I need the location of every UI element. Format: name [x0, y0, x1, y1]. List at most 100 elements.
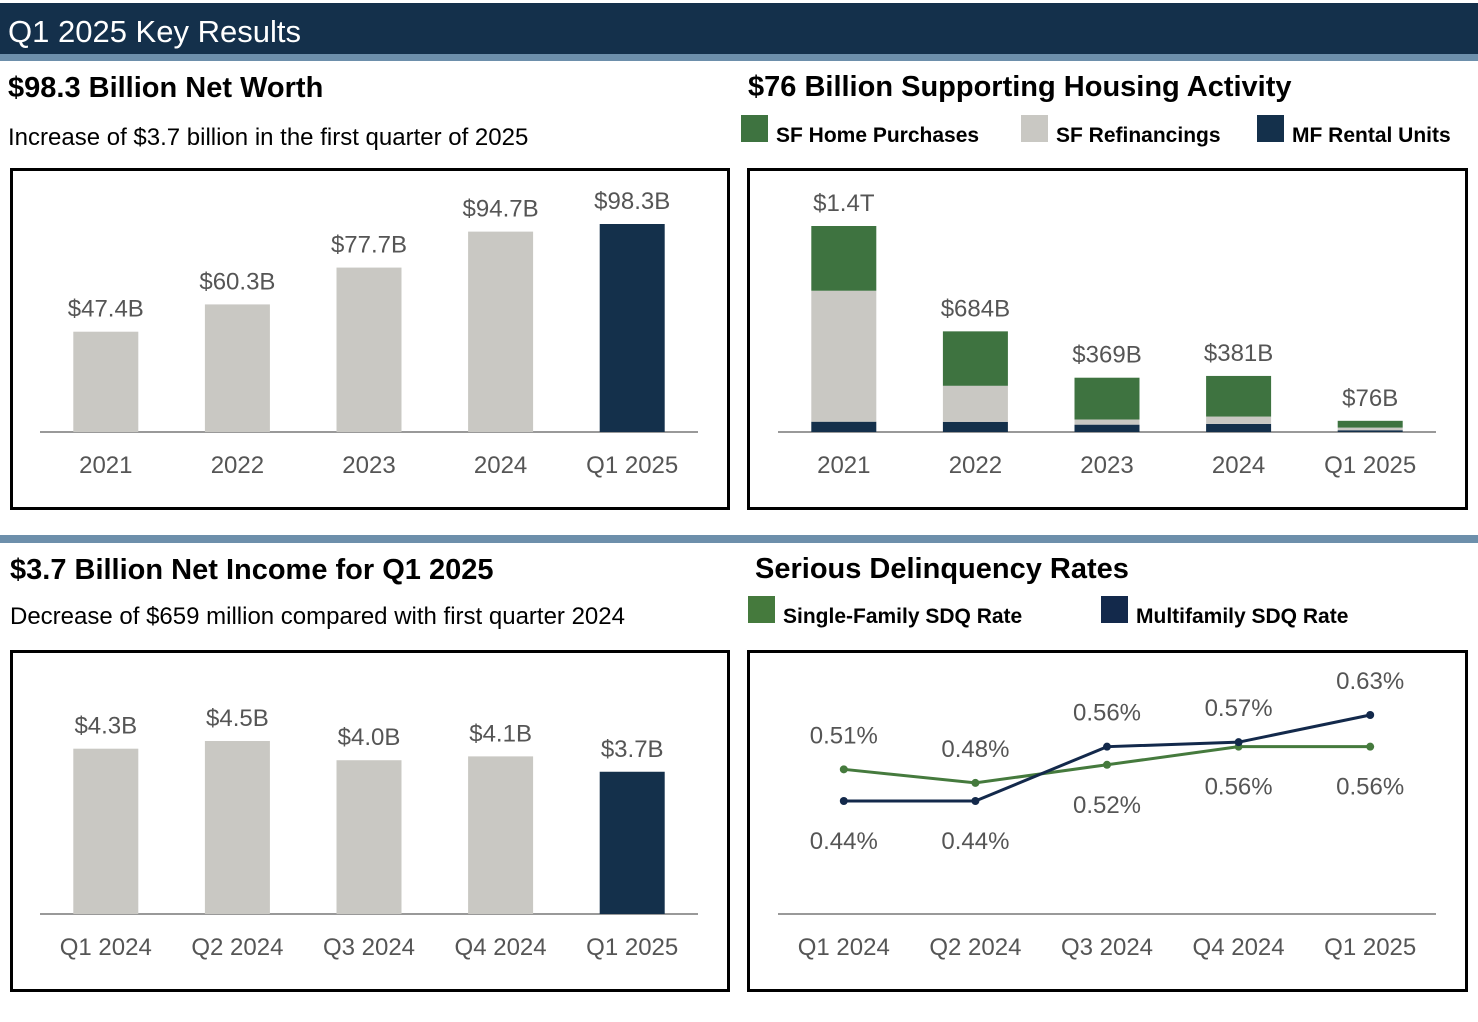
value-label: 0.51% — [810, 722, 878, 749]
value-label: $4.5B — [206, 705, 269, 732]
bar-segment — [811, 290, 877, 422]
value-label: $4.0B — [338, 724, 401, 751]
value-label: 0.44% — [941, 828, 1009, 855]
x-tick-label: Q1 2025 — [586, 934, 678, 961]
legend-swatch — [741, 115, 768, 142]
bar-segment — [1074, 419, 1140, 425]
panel-frame — [747, 650, 1468, 992]
x-tick-label: Q1 2025 — [586, 452, 678, 479]
x-tick-label: 2021 — [817, 452, 870, 479]
legend-swatch — [1101, 596, 1128, 623]
point — [1366, 711, 1375, 719]
point — [1103, 742, 1111, 751]
x-tick-label: 2023 — [1080, 452, 1133, 479]
panel-frame — [10, 168, 730, 510]
total-label: $1.4T — [813, 190, 875, 217]
point — [971, 797, 980, 805]
x-tick-label: 2022 — [211, 452, 264, 479]
legend-label: SF Home Purchases — [776, 124, 979, 147]
chart-subtitle: Decrease of $659 million compared with f… — [10, 603, 625, 630]
value-label: $77.7B — [331, 232, 407, 259]
bar-segment — [942, 421, 1008, 432]
bar — [336, 267, 402, 432]
legend-label: Single-Family SDQ Rate — [783, 605, 1022, 628]
point — [971, 778, 980, 787]
x-tick-label: Q1 2025 — [1324, 452, 1416, 479]
point — [1234, 738, 1243, 747]
bar — [204, 741, 270, 914]
bar-segment — [1206, 375, 1272, 417]
x-tick-label: 2024 — [1212, 452, 1265, 479]
bar — [599, 771, 665, 914]
bar-segment — [1337, 420, 1403, 428]
bar-segment — [1074, 377, 1140, 420]
legend-swatch — [1021, 115, 1048, 142]
legend-swatch — [1257, 115, 1284, 142]
panel-frame — [747, 168, 1468, 510]
bar — [468, 756, 534, 914]
value-label: 0.44% — [810, 828, 878, 855]
legend-swatch — [748, 596, 775, 623]
value-label: $94.7B — [463, 196, 539, 223]
chart-subtitle: Increase of $3.7 billion in the first qu… — [8, 124, 528, 151]
total-label: $381B — [1204, 340, 1273, 367]
header-stripe — [0, 54, 1478, 61]
x-tick-label: Q3 2024 — [323, 934, 415, 961]
legend-label: Multifamily SDQ Rate — [1136, 605, 1348, 628]
point — [839, 765, 848, 774]
bar — [468, 231, 534, 432]
bar — [73, 331, 139, 432]
x-tick-label: Q1 2024 — [798, 934, 890, 961]
bar — [73, 748, 139, 914]
x-tick-label: 2022 — [949, 452, 1002, 479]
chart-title: $76 Billion Supporting Housing Activity — [748, 71, 1292, 103]
bar — [204, 304, 270, 432]
legend-label: MF Rental Units — [1292, 124, 1451, 147]
x-tick-label: Q1 2025 — [1324, 934, 1416, 961]
value-label: 0.52% — [1073, 792, 1141, 819]
x-tick-label: Q2 2024 — [929, 934, 1021, 961]
line — [843, 713, 1371, 803]
value-label: $4.3B — [74, 713, 137, 740]
header-title: Q1 2025 Key Results — [8, 14, 301, 49]
x-tick-label: Q1 2024 — [60, 934, 152, 961]
point — [1103, 760, 1111, 769]
value-label: $60.3B — [199, 268, 275, 295]
header-bar — [0, 3, 1478, 54]
value-label: $3.7B — [601, 736, 664, 763]
value-label: 0.56% — [1336, 774, 1404, 801]
bar — [336, 760, 402, 914]
divider-stripe — [0, 535, 1478, 543]
value-label: 0.48% — [941, 736, 1009, 763]
bar-segment — [1337, 427, 1403, 431]
value-label: 0.56% — [1205, 774, 1273, 801]
chart-title: Serious Delinquency Rates — [755, 553, 1129, 585]
bar-segment — [942, 385, 1008, 422]
value-label: 0.56% — [1073, 700, 1141, 727]
value-label: 0.57% — [1205, 695, 1273, 722]
total-label: $76B — [1342, 385, 1398, 412]
value-label: $4.1B — [469, 720, 532, 747]
value-label: 0.63% — [1336, 668, 1404, 695]
bar-segment — [1074, 424, 1140, 432]
x-tick-label: 2023 — [342, 452, 395, 479]
total-label: $684B — [941, 295, 1010, 322]
x-tick-label: 2024 — [474, 452, 527, 479]
bar-segment — [1206, 416, 1272, 424]
x-tick-label: Q4 2024 — [1193, 934, 1285, 961]
bar-segment — [811, 421, 877, 432]
value-label: $98.3B — [594, 188, 670, 215]
x-tick-label: Q4 2024 — [455, 934, 547, 961]
point — [1366, 742, 1375, 751]
panel-frame — [10, 650, 730, 992]
bar — [599, 224, 665, 432]
bar-segment — [1206, 423, 1272, 432]
chart-title: $3.7 Billion Net Income for Q1 2025 — [10, 554, 494, 586]
x-tick-label: 2021 — [79, 452, 132, 479]
total-label: $369B — [1072, 342, 1141, 369]
value-label: $47.4B — [68, 296, 144, 323]
bar-segment — [811, 226, 877, 291]
x-tick-label: Q2 2024 — [191, 934, 283, 961]
legend-label: SF Refinancings — [1056, 124, 1221, 147]
